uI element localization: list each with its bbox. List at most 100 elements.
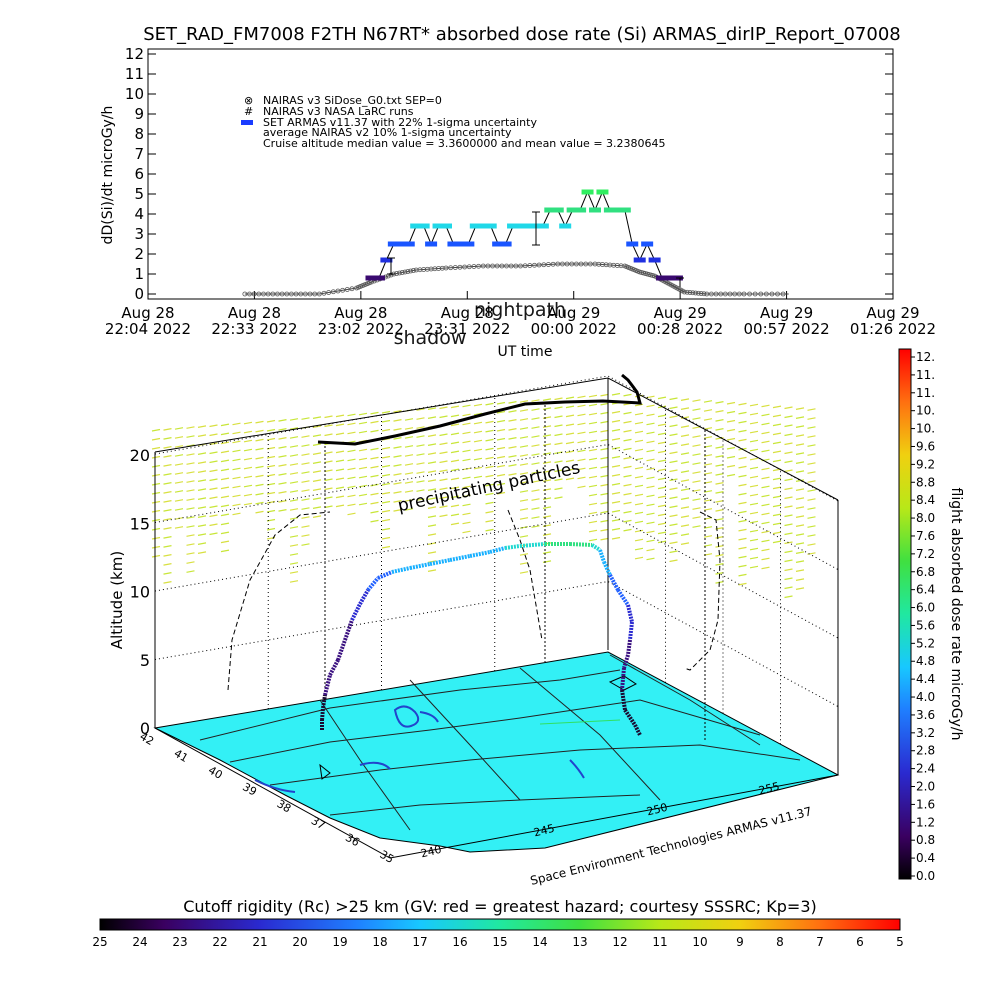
precipitation-mark — [278, 491, 287, 494]
precipitation-mark — [738, 420, 747, 424]
precipitation-mark — [726, 464, 736, 468]
rigidity-colorbar-tick-label: 14 — [532, 935, 547, 949]
precipitation-mark — [531, 516, 540, 519]
precipitation-mark — [772, 405, 782, 409]
precipitation-mark — [761, 431, 770, 435]
precipitation-mark — [301, 462, 310, 465]
precipitation-mark — [186, 516, 195, 519]
armas-point — [574, 207, 587, 213]
precipitation-mark — [220, 468, 230, 472]
precipitation-mark — [611, 482, 621, 486]
precipitation-mark — [508, 401, 517, 404]
flight-track-segment — [504, 544, 521, 550]
precipitation-mark — [301, 417, 310, 420]
x-tick-label-date: Aug 28 — [441, 304, 494, 322]
precipitation-mark — [485, 474, 494, 478]
precipitation-mark — [358, 493, 368, 497]
precipitation-mark — [715, 428, 724, 431]
precipitation-mark — [784, 469, 793, 473]
precipitation-mark — [738, 519, 747, 523]
precipitation-mark — [427, 524, 437, 527]
precipitation-mark — [485, 519, 494, 523]
precipitation-mark — [761, 512, 770, 516]
precipitation-mark — [404, 427, 414, 430]
precipitation-mark — [784, 496, 793, 500]
precipitation-mark — [186, 489, 195, 492]
precipitation-mark — [715, 419, 724, 422]
precipitation-mark — [174, 436, 184, 439]
y-axis-label: dD(Si)/dt microGy/h — [100, 106, 116, 245]
precipitation-mark — [301, 444, 310, 447]
dose-colorbar-tick-label: 0.0 — [916, 869, 935, 883]
dose-colorbar-tick-label: 8.4 — [916, 493, 935, 507]
precipitation-mark — [439, 469, 448, 473]
longitude-tick-label: 245 — [532, 822, 556, 840]
precipitation-mark — [565, 450, 575, 454]
precipitation-mark — [485, 483, 494, 487]
precipitation-mark — [186, 435, 195, 438]
precipitation-mark — [795, 461, 805, 464]
precipitation-mark — [669, 550, 678, 554]
precipitation-mark — [761, 548, 770, 552]
precipitation-mark — [795, 488, 805, 491]
precipitation-mark — [772, 441, 782, 445]
precipitation-mark — [772, 513, 782, 517]
precipitation-mark — [151, 455, 161, 459]
precipitation-mark — [220, 531, 230, 535]
precipitation-mark — [565, 468, 575, 472]
precipitation-mark — [393, 455, 402, 458]
flight-track-segment — [429, 558, 451, 566]
altitude-tick-label: 10 — [130, 583, 150, 602]
precipitation-mark — [381, 473, 391, 477]
model-point — [408, 268, 414, 274]
precipitation-mark — [312, 434, 322, 437]
precipitation-mark — [301, 435, 310, 438]
precipitation-mark — [289, 553, 299, 556]
rigidity-colorbar-tick-label: 6 — [856, 935, 864, 949]
longitude-axis: 240 245 250 255 — [419, 780, 781, 861]
precipitation-mark — [485, 429, 494, 433]
precipitation-mark — [715, 401, 724, 404]
armas-point — [581, 189, 594, 195]
x-tick-label-time: 01:26 2022 — [850, 320, 936, 338]
precipitation-mark — [163, 518, 172, 521]
precipitation-mark — [163, 473, 172, 476]
precipitation-mark — [186, 426, 195, 429]
model-point — [713, 291, 719, 297]
precipitation-mark — [163, 581, 172, 584]
precipitation-mark — [623, 519, 632, 523]
precipitation-mark — [600, 438, 609, 442]
precipitation-mark — [715, 545, 724, 548]
precipitation-mark — [761, 539, 770, 543]
precipitation-mark — [485, 420, 494, 424]
precipitation-mark — [151, 545, 161, 549]
precipitation-mark — [772, 540, 782, 544]
precipitation-mark — [485, 456, 494, 460]
precipitation-mark — [623, 438, 632, 442]
armas-point — [618, 207, 631, 213]
precipitation-mark — [634, 466, 644, 470]
armas-point — [395, 241, 408, 247]
legend-entry: NAIRAS v3 SiDose_G0.txt SEP=0 — [263, 94, 442, 107]
dose-colorbar-tick-label: 11. — [916, 386, 935, 400]
precipitation-mark — [531, 489, 540, 492]
precipitation-mark — [634, 502, 644, 506]
precipitation-mark — [393, 500, 402, 503]
model-point — [275, 291, 280, 297]
precipitation-mark — [761, 566, 770, 570]
precipitation-mark — [370, 483, 379, 487]
precipitation-mark — [358, 430, 368, 434]
precipitation-mark — [611, 419, 621, 423]
precipitation-mark — [393, 410, 402, 413]
armas-point — [559, 223, 572, 229]
model-point — [747, 291, 752, 297]
precipitation-mark — [197, 515, 207, 518]
precipitation-mark — [519, 562, 529, 565]
armas-point — [611, 207, 624, 213]
precipitation-mark — [738, 582, 747, 586]
precipitation-mark — [312, 470, 322, 473]
shadow-path-left — [227, 511, 331, 691]
precipitation-mark — [680, 425, 690, 428]
lat-axis-line — [154, 727, 391, 859]
precipitation-mark — [646, 548, 655, 552]
